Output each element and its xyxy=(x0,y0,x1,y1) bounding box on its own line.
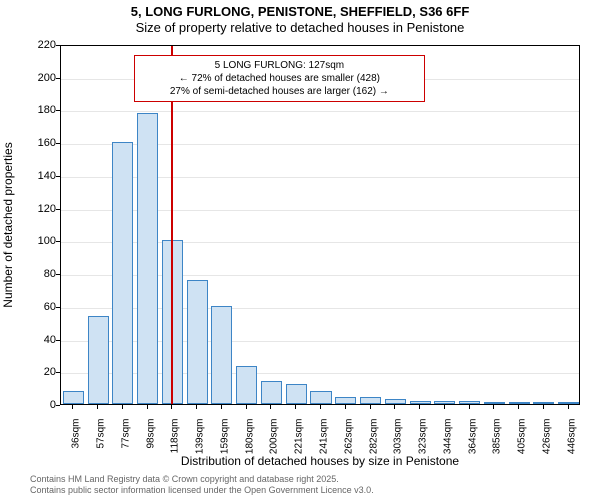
y-tick-mark xyxy=(56,110,60,111)
histogram-bar xyxy=(187,280,208,404)
footer-line2: Contains public sector information licen… xyxy=(30,485,374,496)
y-tick-label: 80 xyxy=(16,268,56,280)
y-tick-label: 60 xyxy=(16,301,56,313)
footer-line1: Contains HM Land Registry data © Crown c… xyxy=(30,474,374,485)
x-tick-label: 303sqm xyxy=(393,419,404,455)
x-tick-label: 241sqm xyxy=(319,419,330,455)
x-tick-mark xyxy=(568,405,569,409)
plot-area: 5 LONG FURLONG: 127sqm ← 72% of detached… xyxy=(60,45,580,405)
histogram-bar xyxy=(137,113,158,404)
x-tick-mark xyxy=(444,405,445,409)
x-tick-mark xyxy=(543,405,544,409)
y-tick-mark xyxy=(56,209,60,210)
y-tick-label: 160 xyxy=(16,137,56,149)
y-tick-label: 40 xyxy=(16,334,56,346)
histogram-bar xyxy=(236,366,257,404)
x-tick-label: 221sqm xyxy=(294,419,305,455)
x-tick-label: 405sqm xyxy=(517,419,528,455)
footer-attribution: Contains HM Land Registry data © Crown c… xyxy=(30,474,374,496)
x-tick-label: 385sqm xyxy=(492,419,503,455)
x-tick-label: 364sqm xyxy=(467,419,478,455)
histogram-bar xyxy=(385,399,406,404)
histogram-bar xyxy=(533,402,554,404)
x-tick-label: 426sqm xyxy=(541,419,552,455)
x-tick-label: 262sqm xyxy=(343,419,354,455)
y-tick-mark xyxy=(56,78,60,79)
y-tick-label: 180 xyxy=(16,104,56,116)
y-tick-mark xyxy=(56,176,60,177)
x-tick-label: 118sqm xyxy=(170,419,181,454)
histogram-bar xyxy=(410,401,431,404)
x-tick-label: 36sqm xyxy=(71,419,82,449)
histogram-bar xyxy=(459,401,480,404)
histogram-bar xyxy=(261,381,282,404)
x-tick-mark xyxy=(196,405,197,409)
y-tick-label: 140 xyxy=(16,170,56,182)
x-tick-label: 344sqm xyxy=(442,419,453,455)
histogram-bar xyxy=(434,401,455,404)
x-tick-mark xyxy=(246,405,247,409)
x-tick-mark xyxy=(419,405,420,409)
histogram-bar xyxy=(63,391,84,404)
chart-container: 5, LONG FURLONG, PENISTONE, SHEFFIELD, S… xyxy=(0,0,600,500)
y-tick-mark xyxy=(56,340,60,341)
histogram-bar xyxy=(88,316,109,404)
x-tick-mark xyxy=(72,405,73,409)
y-tick-mark xyxy=(56,241,60,242)
y-tick-mark xyxy=(56,307,60,308)
chart-title-line1: 5, LONG FURLONG, PENISTONE, SHEFFIELD, S… xyxy=(0,4,600,19)
y-tick-label: 120 xyxy=(16,203,56,215)
x-tick-label: 77sqm xyxy=(120,419,131,449)
x-tick-mark xyxy=(493,405,494,409)
y-tick-label: 220 xyxy=(16,39,56,51)
x-tick-mark xyxy=(394,405,395,409)
histogram-bar xyxy=(335,397,356,404)
x-axis-label: Distribution of detached houses by size … xyxy=(60,454,580,468)
chart-title-line2: Size of property relative to detached ho… xyxy=(0,20,600,35)
x-tick-mark xyxy=(469,405,470,409)
x-tick-label: 180sqm xyxy=(244,419,255,455)
histogram-bar xyxy=(558,402,579,404)
histogram-bar xyxy=(211,306,232,404)
x-tick-mark xyxy=(320,405,321,409)
callout-line1: 5 LONG FURLONG: 127sqm xyxy=(139,59,420,72)
x-tick-label: 200sqm xyxy=(269,419,280,455)
y-tick-mark xyxy=(56,372,60,373)
y-tick-mark xyxy=(56,45,60,46)
x-tick-mark xyxy=(345,405,346,409)
x-tick-mark xyxy=(171,405,172,409)
y-tick-mark xyxy=(56,274,60,275)
x-tick-label: 446sqm xyxy=(566,419,577,455)
x-tick-mark xyxy=(370,405,371,409)
histogram-bar xyxy=(360,397,381,404)
x-tick-label: 159sqm xyxy=(219,419,230,455)
x-tick-label: 323sqm xyxy=(418,419,429,455)
x-tick-mark xyxy=(295,405,296,409)
x-tick-mark xyxy=(97,405,98,409)
histogram-bar xyxy=(509,402,530,404)
x-tick-mark xyxy=(518,405,519,409)
x-tick-mark xyxy=(221,405,222,409)
x-tick-mark xyxy=(147,405,148,409)
x-tick-mark xyxy=(122,405,123,409)
y-tick-label: 0 xyxy=(16,399,56,411)
x-tick-label: 98sqm xyxy=(145,419,156,449)
y-tick-label: 20 xyxy=(16,366,56,378)
histogram-bar xyxy=(310,391,331,404)
callout-line3: 27% of semi-detached houses are larger (… xyxy=(139,85,420,98)
y-axis-label: Number of detached properties xyxy=(1,142,15,307)
x-tick-label: 139sqm xyxy=(195,419,206,455)
y-tick-mark xyxy=(56,405,60,406)
x-tick-mark xyxy=(270,405,271,409)
histogram-bar xyxy=(112,142,133,404)
callout-box: 5 LONG FURLONG: 127sqm ← 72% of detached… xyxy=(134,55,425,102)
y-tick-mark xyxy=(56,143,60,144)
x-tick-label: 57sqm xyxy=(96,419,107,449)
y-tick-label: 100 xyxy=(16,235,56,247)
x-tick-label: 282sqm xyxy=(368,419,379,455)
histogram-bar xyxy=(286,384,307,404)
callout-line2: ← 72% of detached houses are smaller (42… xyxy=(139,72,420,85)
y-tick-label: 200 xyxy=(16,72,56,84)
histogram-bar xyxy=(484,402,505,404)
